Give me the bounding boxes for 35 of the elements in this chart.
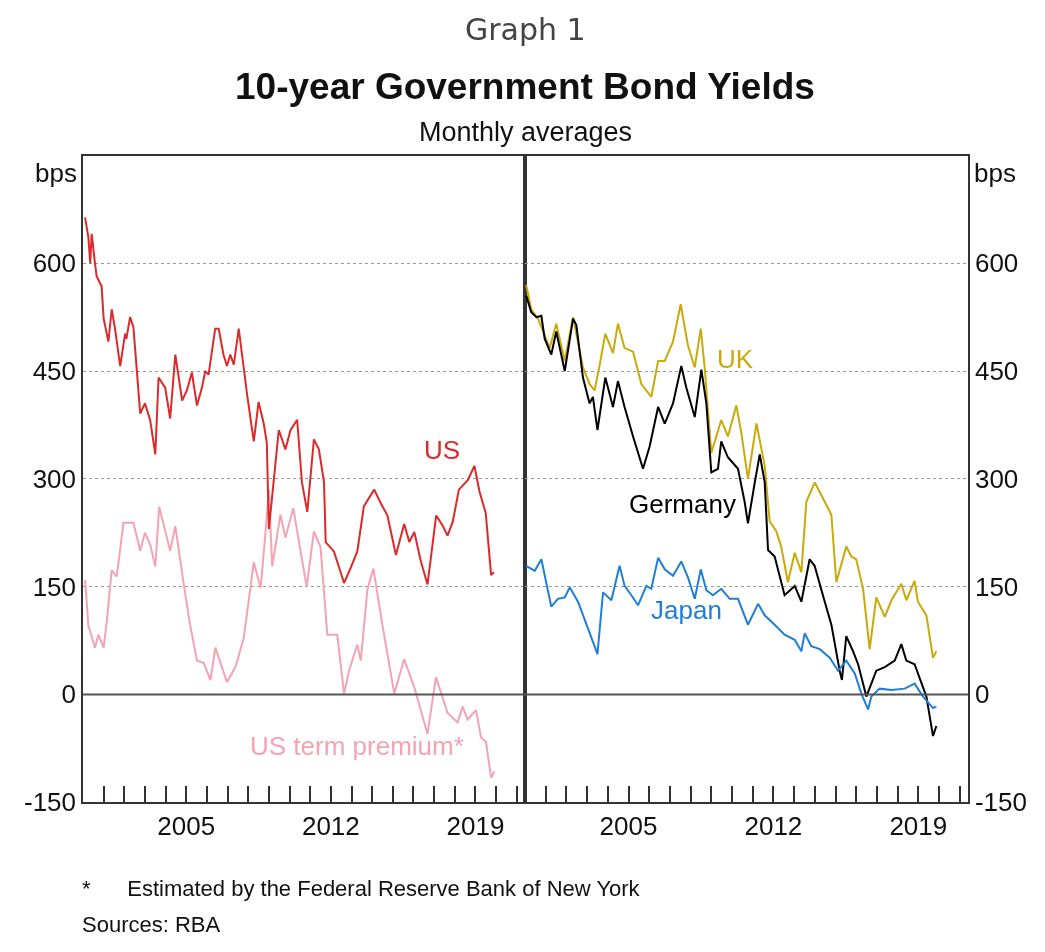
text: * Estimated by the Federal Reserve Bank of New York xyxy=(82,876,641,901)
line-series xyxy=(525,556,938,711)
line-series xyxy=(84,216,496,586)
x-tick-label: 2019 xyxy=(889,811,948,842)
x-tick-label: 2012 xyxy=(744,811,803,842)
y-tick-label: 0 xyxy=(974,679,990,710)
y-tick-label: 600 xyxy=(974,248,1019,279)
y-tick-label: 300 xyxy=(32,463,77,494)
y-tick-label: 150 xyxy=(974,571,1019,602)
chart-subtitle: Monthly averages xyxy=(419,117,633,147)
y-tick-label: 150 xyxy=(32,571,77,602)
y-tick-label: 450 xyxy=(974,356,1019,387)
y-tick-label: 450 xyxy=(32,356,77,387)
series-label: UK xyxy=(717,344,754,374)
caption: Graph 1 xyxy=(465,12,586,47)
series-label: Germany xyxy=(629,489,736,519)
y-tick-label: 300 xyxy=(974,463,1019,494)
line-series xyxy=(525,294,938,738)
y-tick-label: 600 xyxy=(32,248,77,279)
series-label: US term premium* xyxy=(250,731,464,761)
source-note: Sources: RBA xyxy=(82,912,221,937)
x-tick-label: 2005 xyxy=(157,811,216,842)
series-label: Japan xyxy=(651,595,722,625)
x-tick-label: 2012 xyxy=(301,811,360,842)
series-label: US xyxy=(424,435,461,465)
y-axis-title: bps xyxy=(974,158,1016,188)
line-series xyxy=(525,283,938,659)
y-tick-label: -150 xyxy=(974,787,1027,818)
x-tick-label: 2019 xyxy=(446,811,505,842)
x-tick-label: 2005 xyxy=(599,811,658,842)
y-tick-label: 0 xyxy=(61,679,77,710)
y-tick-label: -150 xyxy=(24,787,77,818)
chart-title: 10-year Government Bond Yields xyxy=(235,66,815,107)
line-series xyxy=(84,488,496,779)
y-axis-title: bps xyxy=(35,158,77,188)
